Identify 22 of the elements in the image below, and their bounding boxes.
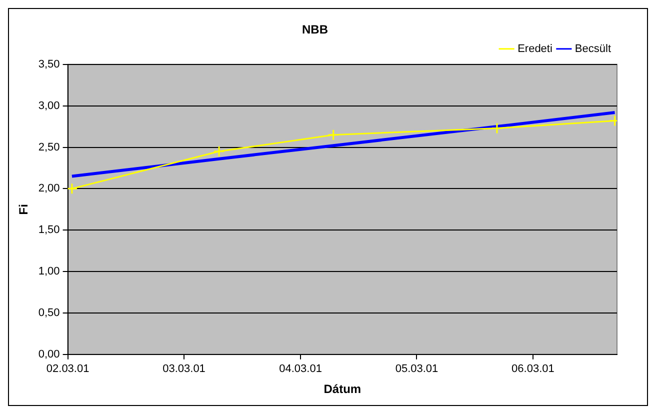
x-tick-label: 03.03.01 — [162, 363, 206, 376]
y-axis-title: Fi — [16, 204, 31, 215]
y-tick-label: 3,00 — [38, 100, 60, 112]
x-tick-label: 02.03.01 — [46, 363, 90, 376]
y-tick-label: 1,50 — [38, 224, 60, 236]
x-tick-label: 05.03.01 — [395, 363, 438, 376]
x-tick-label: 04.03.01 — [279, 363, 322, 376]
y-tick-label: 2,00 — [38, 182, 60, 195]
point — [68, 182, 78, 194]
chart-title: NBB — [302, 22, 328, 37]
point — [328, 129, 340, 141]
x-axis-title: Dátum — [324, 382, 362, 396]
y-tick-label: 3,50 — [38, 58, 60, 70]
point — [213, 146, 225, 158]
y-tick-label: 1,00 — [38, 266, 60, 278]
legend-label: Becsült — [574, 42, 612, 55]
x-tick-label: 06.03.01 — [512, 363, 554, 376]
legend-label: Eredeti — [518, 42, 552, 55]
y-tick-label: 0,00 — [38, 348, 60, 360]
y-tick-label: 0,50 — [38, 307, 60, 320]
point — [491, 122, 503, 134]
y-tick-label: 2,50 — [38, 141, 60, 154]
